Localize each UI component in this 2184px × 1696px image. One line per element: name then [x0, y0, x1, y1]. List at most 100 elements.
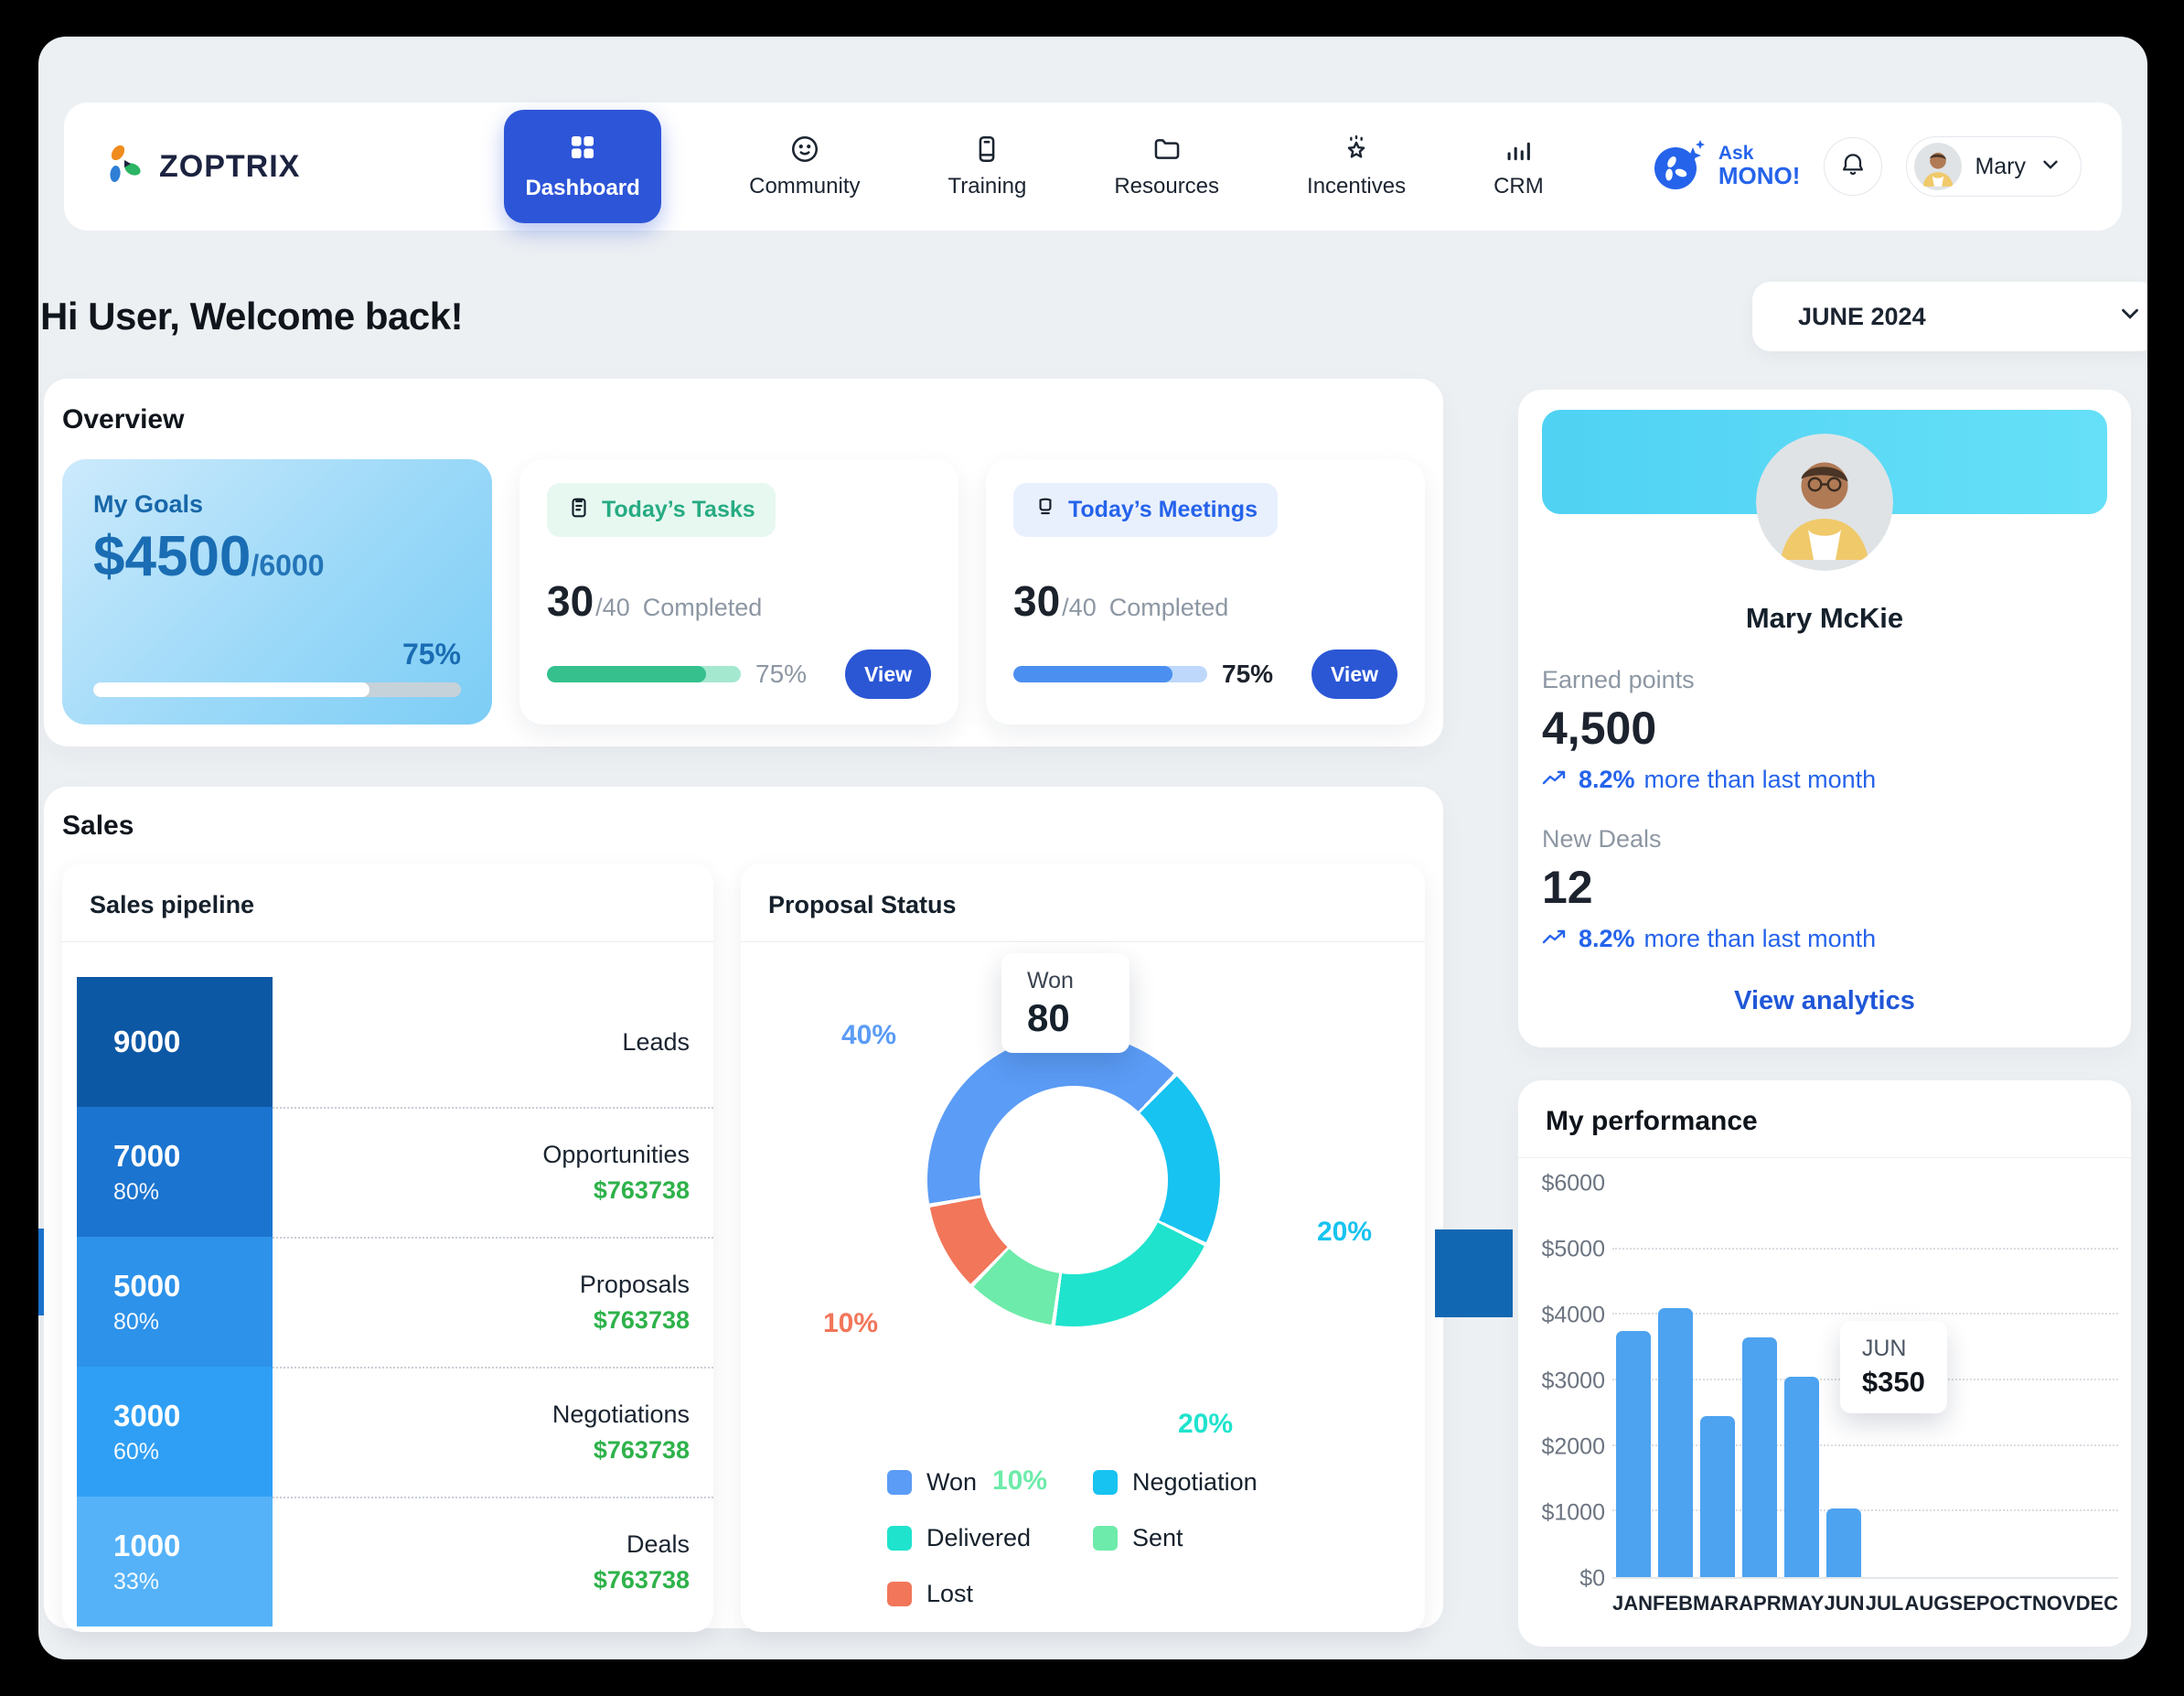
user-menu[interactable]: Mary	[1906, 136, 2082, 197]
gridline	[1612, 1313, 2118, 1315]
grid-icon	[567, 132, 598, 163]
nav-item-training[interactable]: Training	[947, 134, 1026, 199]
ask-mono-button[interactable]: Ask MONO!	[1651, 138, 1801, 196]
legend-item-lost: Lost	[887, 1580, 1093, 1608]
legend-swatch	[887, 1470, 912, 1495]
page-title: Hi User, Welcome back!	[40, 295, 464, 338]
donut-percent-label-negotiation: 20%	[1317, 1217, 1373, 1247]
zoptrix-logo-icon	[104, 144, 146, 190]
overview-title: Overview	[62, 404, 185, 435]
pipeline-bar: 3000 60%	[77, 1367, 273, 1497]
chevron-down-icon	[2116, 300, 2144, 334]
bar-tooltip: JUN $350	[1839, 1321, 1947, 1413]
donut-percent-label-lost: 10%	[823, 1308, 879, 1338]
gutter-scroll-indicator	[1435, 1229, 1513, 1317]
month-label-mar: MAR	[1693, 1592, 1740, 1615]
pipeline-stage-info: Leads	[622, 1027, 690, 1056]
performance-bar-jun[interactable]	[1826, 1508, 1862, 1577]
legend-item-sent: Sent	[1093, 1524, 1299, 1552]
x-axis-labels: JAN FEB MAR APR MAY JUN JUL AUG SEP OCT NOV DEC	[1612, 1592, 2118, 1615]
performance-chart: $6000 $5000 $4000 $3000 $2000 $1000 $0 JUN $35…	[1526, 1171, 2118, 1592]
display-icon	[1033, 495, 1057, 525]
bar-slot-apr	[1739, 1184, 1781, 1577]
performance-bar-mar[interactable]	[1700, 1416, 1736, 1577]
meetings-badge: Today’s Meetings	[1013, 483, 1278, 537]
y-tick-label: $0	[1579, 1565, 1605, 1592]
clipboard-icon	[567, 495, 591, 525]
view-analytics-link[interactable]: View analytics	[1734, 986, 1915, 1015]
month-label-dec: DEC	[2075, 1592, 2119, 1615]
month-label-apr: APR	[1739, 1592, 1782, 1615]
pipeline-stage-negotiations: 3000 60% Negotiations $763738	[62, 1367, 713, 1497]
nav-item-label: Resources	[1114, 174, 1220, 199]
profile-name: Mary McKie	[1745, 602, 1904, 634]
legend-label: Sent	[1132, 1524, 1183, 1551]
bar-slot-nov	[2034, 1184, 2076, 1577]
new-deals-label: New Deals	[1542, 825, 1662, 853]
chevron-down-icon	[2039, 153, 2062, 181]
trend-up-icon	[1542, 766, 1569, 794]
nav-item-label: Incentives	[1307, 174, 1407, 199]
todays-meetings-card: Today’s Meetings 30/40 Completed 75% Vie…	[986, 459, 1425, 725]
tasks-view-button[interactable]: View	[845, 649, 931, 699]
meetings-view-button[interactable]: View	[1311, 649, 1397, 699]
nav-right-cluster: Ask MONO!	[1651, 136, 2082, 197]
period-select[interactable]: JUNE 2024	[1752, 282, 2147, 351]
bar-slot-dec	[2076, 1184, 2118, 1577]
welcome-row: Hi User, Welcome back! JUNE 2024	[38, 282, 2147, 351]
nav-item-dashboard[interactable]: Dashboard	[504, 110, 662, 223]
left-column: Overview My Goals $4500/6000 75%	[44, 379, 1443, 1632]
folder-icon	[1151, 134, 1183, 165]
pipeline-stage-info: Deals $763738	[273, 1497, 713, 1626]
tasks-progress-bar	[547, 666, 741, 682]
nav-item-crm[interactable]: CRM	[1493, 134, 1544, 199]
pipeline-bar: 7000 80%	[77, 1107, 273, 1237]
top-navigation: ZOPTRIX Dashboard Community Training Res…	[64, 102, 2122, 231]
legend-item-won: Won	[887, 1468, 1093, 1497]
performance-bar-jan[interactable]	[1616, 1331, 1652, 1577]
proposal-title: Proposal Status	[768, 891, 957, 918]
meetings-progress-bar	[1013, 666, 1207, 682]
bar-slot-sep	[1950, 1184, 1992, 1577]
performance-bar-apr[interactable]	[1742, 1337, 1778, 1577]
sales-title: Sales	[62, 810, 134, 841]
month-label-may: MAY	[1781, 1592, 1825, 1615]
performance-bar-may[interactable]	[1784, 1377, 1820, 1577]
nav-item-label: Dashboard	[525, 176, 640, 200]
user-name: Mary	[1975, 153, 2026, 179]
nav-item-community[interactable]: Community	[749, 134, 860, 199]
legend-label: Delivered	[926, 1524, 1032, 1551]
pipeline-title: Sales pipeline	[90, 891, 255, 918]
y-tick-label: $1000	[1541, 1499, 1605, 1526]
proposal-donut-chart[interactable]	[927, 1034, 1220, 1326]
y-tick-label: $6000	[1541, 1170, 1605, 1197]
goals-percent: 75%	[401, 638, 461, 671]
bar-slot-feb	[1654, 1184, 1697, 1577]
zoptrix-logo[interactable]: ZOPTRIX	[104, 144, 397, 190]
nav-item-incentives[interactable]: Incentives	[1307, 134, 1406, 199]
meetings-percent: 75%	[1222, 660, 1274, 688]
goals-amount: $4500/6000	[93, 525, 325, 588]
bar-slot-may	[1781, 1184, 1823, 1577]
pipeline-stage-info: Negotiations $763738	[273, 1367, 713, 1497]
donut-percent-label-won: 40%	[841, 1020, 897, 1050]
month-label-aug: AUG	[1904, 1592, 1950, 1615]
profile-avatar	[1756, 434, 1893, 571]
performance-title: My performance	[1546, 1106, 1758, 1136]
donut-percent-label-sent: 10%	[992, 1465, 1048, 1496]
ask-mono-label: Ask MONO!	[1718, 143, 1801, 190]
tasks-badge: Today’s Tasks	[547, 483, 776, 537]
nav-item-resources[interactable]: Resources	[1114, 134, 1219, 199]
performance-bar-feb[interactable]	[1658, 1308, 1694, 1577]
legend-label: Lost	[926, 1580, 974, 1607]
pipeline-bar: 9000	[77, 977, 273, 1107]
legend-label: Negotiation	[1132, 1468, 1258, 1496]
sales-pipeline-card: Sales pipeline 9000 Leads 7000 80% Opport…	[62, 864, 713, 1632]
notifications-button[interactable]	[1824, 137, 1883, 196]
new-deals-trend: 8.2% more than last month	[1542, 925, 2107, 953]
pipeline-funnel: 9000 Leads 7000 80% Opportunities $763738 …	[62, 942, 713, 1626]
meetings-count: 30/40 Completed	[1013, 577, 1229, 625]
donut-tooltip: Won 80	[1001, 953, 1129, 1053]
tasks-count: 30/40 Completed	[547, 577, 763, 625]
legend-label: Won	[926, 1468, 978, 1496]
